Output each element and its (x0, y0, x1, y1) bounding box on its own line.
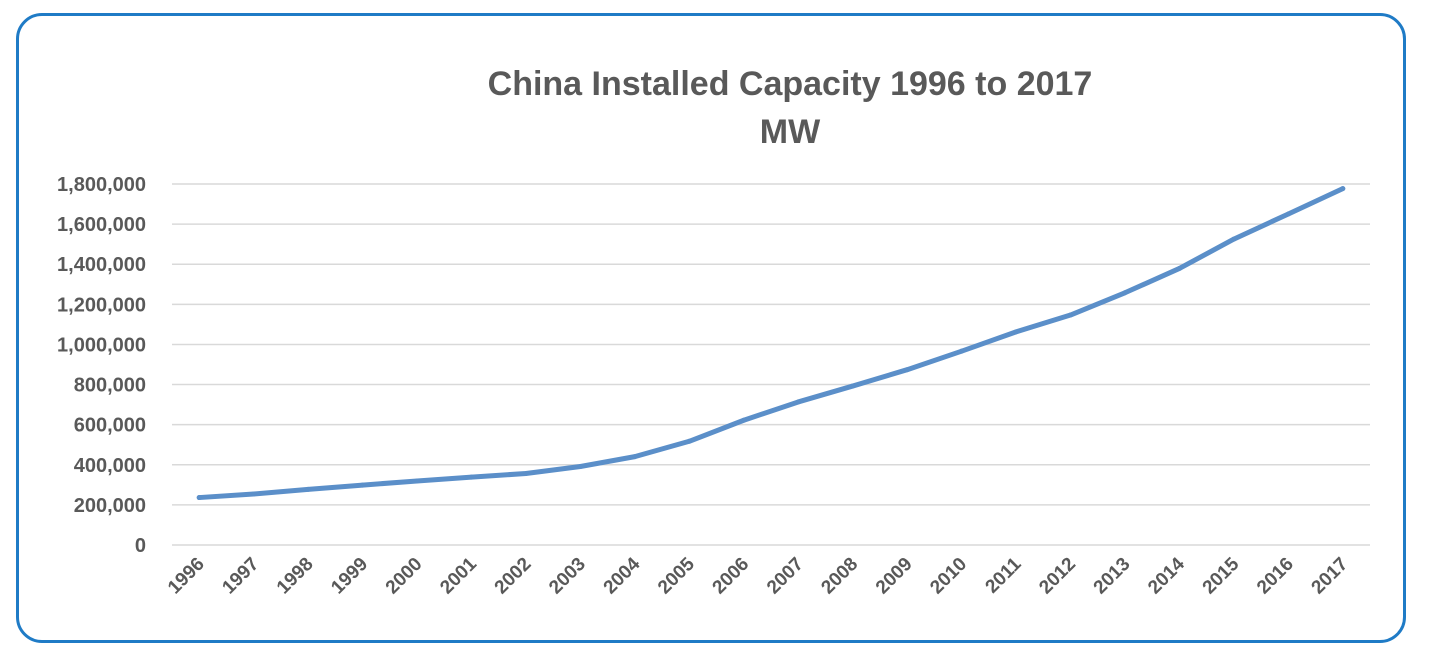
gridlines (172, 183, 1370, 546)
data-point (632, 454, 638, 460)
data-point (959, 348, 965, 354)
data-point (469, 474, 474, 480)
x-tick-label: 2011 (982, 553, 1026, 597)
y-tick-label: 1,200,000 (57, 294, 146, 316)
data-point (1285, 211, 1291, 217)
data-point (1340, 186, 1346, 192)
x-tick-label: 2001 (436, 553, 481, 598)
x-tick-label: 2004 (600, 553, 645, 598)
data-point (686, 438, 692, 444)
x-tick-label: 1997 (218, 554, 263, 599)
data-point (1231, 236, 1237, 242)
y-tick-label: 1,400,000 (57, 254, 146, 276)
x-tick-label: 2005 (654, 553, 699, 598)
y-tick-label: 800,000 (74, 375, 146, 397)
x-tick-label: 2016 (1253, 554, 1298, 599)
x-tick-label: 2000 (382, 554, 427, 599)
data-point (1122, 290, 1128, 296)
y-axis-ticks: 0 200,000 400,000 600,000 800,000 1,000,000 1,… (57, 174, 146, 557)
y-tick-label: 400,000 (74, 455, 146, 477)
x-tick-label: 2017 (1308, 554, 1353, 599)
data-point (360, 482, 366, 488)
x-tick-label: 2006 (709, 554, 754, 599)
data-point (850, 383, 856, 389)
x-axis-ticks: 1996 1997 1998 1999 2000 2001 2002 2003 2004 2005… (164, 553, 1352, 598)
chart-subtitle: MW (759, 113, 821, 151)
x-tick-label: 1996 (164, 554, 209, 599)
x-tick-label: 2015 (1199, 553, 1244, 598)
y-tick-label: 1,600,000 (57, 214, 146, 236)
series-layer (196, 186, 1346, 501)
y-tick-label: 200,000 (74, 495, 146, 517)
y-tick-label: 1,800,000 (57, 174, 146, 196)
data-point (741, 417, 747, 423)
series-line (196, 186, 1346, 501)
x-tick-label: 2008 (817, 554, 862, 599)
chart-title: China Installed Capacity 1996 to 2017 (487, 65, 1093, 103)
data-point (1068, 312, 1073, 318)
x-tick-label: 2012 (1035, 554, 1080, 599)
data-point (523, 470, 529, 476)
data-point (414, 478, 420, 484)
data-point (251, 491, 257, 497)
data-point (795, 399, 801, 405)
y-tick-label: 600,000 (74, 415, 146, 437)
x-tick-label: 2002 (491, 554, 536, 599)
data-point (305, 486, 311, 492)
x-tick-label: 2013 (1090, 554, 1135, 599)
chart-frame (16, 13, 1406, 643)
data-point (1176, 265, 1182, 271)
x-tick-label: 1999 (327, 554, 372, 599)
y-tick-label: 0 (135, 535, 146, 557)
x-tick-label: 1998 (273, 554, 318, 599)
data-point (577, 464, 583, 470)
data-point (1013, 329, 1019, 335)
x-tick-label: 2009 (872, 554, 917, 599)
x-tick-label: 2014 (1144, 553, 1189, 598)
x-tick-label: 2007 (763, 554, 808, 599)
x-tick-label: 2010 (926, 554, 971, 599)
x-tick-label: 2003 (545, 554, 590, 599)
data-point (904, 367, 910, 373)
y-tick-label: 1,000,000 (57, 334, 146, 356)
data-point (196, 495, 202, 501)
